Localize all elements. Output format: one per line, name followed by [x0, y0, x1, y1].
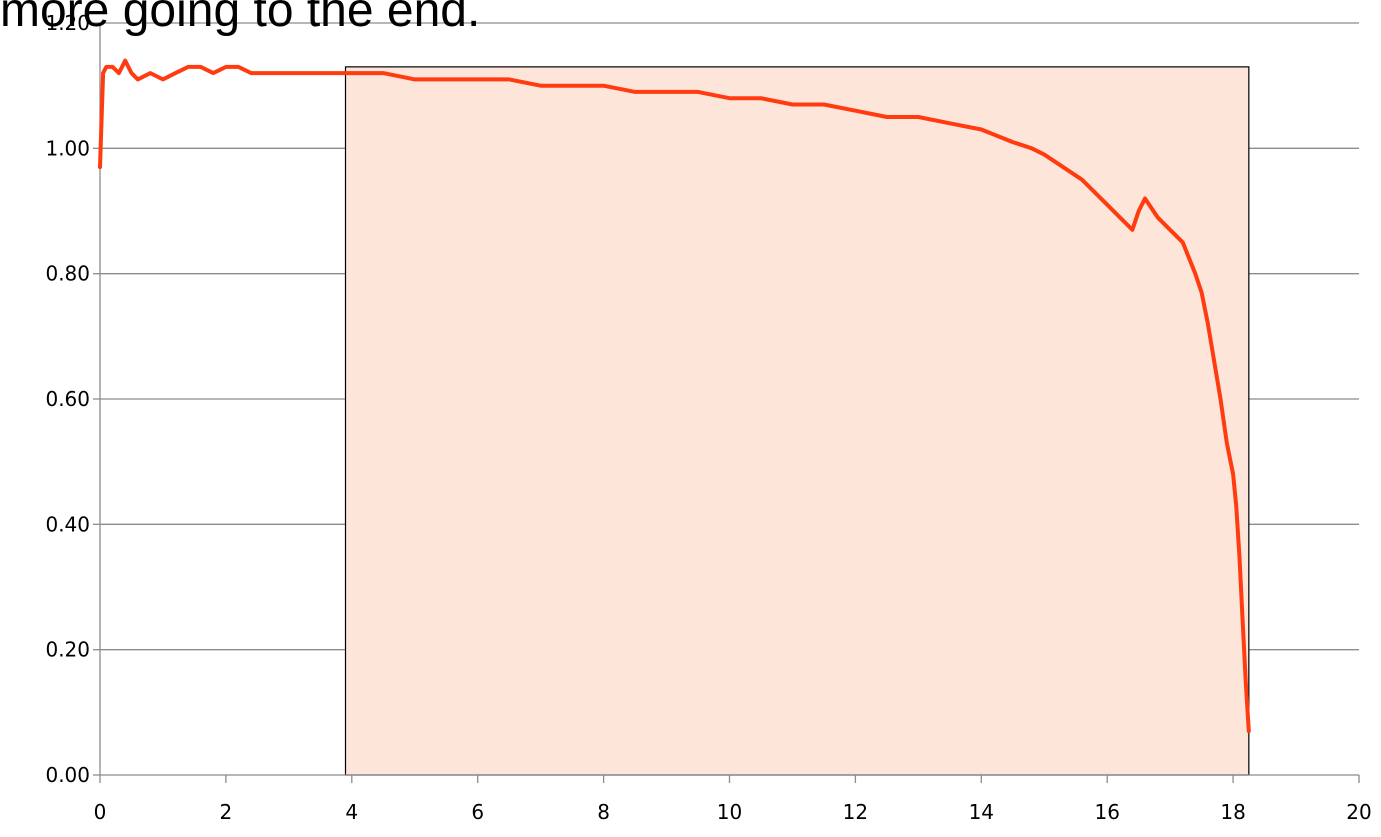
- x-tick-label: 0: [94, 800, 107, 824]
- y-tick-label: 1.20: [45, 11, 90, 35]
- x-tick-label: 2: [220, 800, 233, 824]
- series-layer: [98, 58, 1251, 734]
- x-tick-label: 10: [717, 800, 742, 824]
- x-tick-label: 12: [843, 800, 868, 824]
- y-tick-label: 1.00: [45, 136, 90, 160]
- y-tick-label: 0.00: [45, 763, 90, 787]
- y-tick-label: 0.20: [45, 638, 90, 662]
- x-tick-label: 4: [345, 800, 358, 824]
- title-fragment: more going to the end.: [0, 0, 480, 37]
- x-tick-label: 20: [1346, 800, 1371, 824]
- x-tick-label: 8: [597, 800, 610, 824]
- series-line-0: [98, 58, 1251, 734]
- x-tick-label: 14: [969, 800, 994, 824]
- x-tick-label: 18: [1220, 800, 1245, 824]
- y-tick-label: 0.80: [45, 262, 90, 286]
- y-tick-label: 0.40: [45, 512, 90, 536]
- highlight-region: [344, 66, 1250, 776]
- x-tick-label: 6: [471, 800, 484, 824]
- tick-label-layer: 0.00 0.20 0.40 0.60 0.80 1.00 1.20 0 2 4 6 8 10 12 14 1…: [45, 11, 1371, 824]
- y-tick-label: 0.60: [45, 387, 90, 411]
- x-tick-label: 16: [1094, 800, 1119, 824]
